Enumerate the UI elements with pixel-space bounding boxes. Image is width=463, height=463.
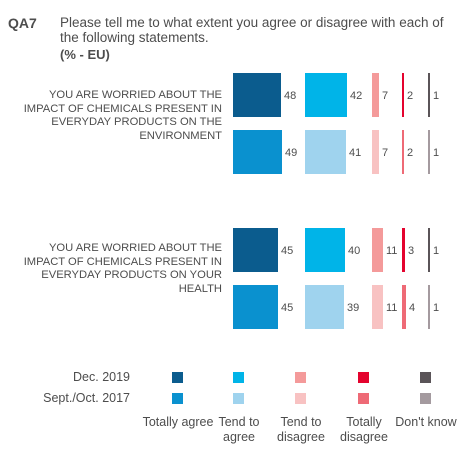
bar-environment-2019-dont-know <box>428 73 430 117</box>
value-label-environment-2017-tend-agree: 41 <box>349 147 361 159</box>
bar-health-2017-dont-know <box>428 285 430 329</box>
bar-environment-2017-totally-agree <box>233 130 282 174</box>
statement-label-environment: YOU ARE WORRIED ABOUT THE IMPACT OF CHEM… <box>23 89 222 142</box>
question-code: QA7 <box>8 15 37 31</box>
value-label-environment-2019-totally-disagree: 2 <box>407 90 413 102</box>
bar-health-2017-tend-disagree <box>372 285 383 329</box>
legend-label-tend-agree: Tend to agree <box>218 415 260 444</box>
bar-environment-2017-dont-know <box>428 130 430 174</box>
value-label-environment-2019-dont-know: 1 <box>433 90 439 102</box>
value-label-health-2017-totally-disagree: 4 <box>409 302 415 314</box>
statement-label-health: YOU ARE WORRIED ABOUT THE IMPACT OF CHEM… <box>23 242 222 295</box>
legend-swatch-tend-agree-2019 <box>233 372 244 383</box>
legend-swatch-totally-disagree-2019 <box>358 372 369 383</box>
question-text: Please tell me to what extent you agree … <box>60 15 444 45</box>
value-label-health-2019-totally-disagree: 3 <box>408 245 414 257</box>
legend-label-dont-know: Don't know <box>395 415 457 429</box>
legend-label-totally-agree: Totally agree <box>142 415 214 429</box>
legend-period-dec-2019: Dec. 2019 <box>73 370 130 384</box>
legend-label-totally-disagree: Totally disagree <box>340 415 388 444</box>
legend-swatch-tend-disagree-2019 <box>295 372 306 383</box>
value-label-health-2017-totally-agree: 45 <box>281 302 293 314</box>
question-subtitle: (% - EU) <box>60 47 110 62</box>
value-label-environment-2017-dont-know: 1 <box>433 147 439 159</box>
bar-health-2019-tend-agree <box>305 228 345 272</box>
legend-swatch-dont-know-2017 <box>420 393 431 404</box>
value-label-health-2019-dont-know: 1 <box>433 245 439 257</box>
bar-health-2019-totally-disagree <box>402 228 405 272</box>
bar-health-2019-dont-know <box>428 228 430 272</box>
value-label-health-2017-tend-disagree: 11 <box>386 302 397 314</box>
bar-environment-2019-totally-agree <box>233 73 281 117</box>
legend-swatch-totally-disagree-2017 <box>358 393 369 404</box>
legend-swatch-tend-agree-2017 <box>233 393 244 404</box>
legend-swatch-tend-disagree-2017 <box>295 393 306 404</box>
value-label-health-2019-tend-disagree: 11 <box>386 245 397 257</box>
bar-environment-2017-tend-disagree <box>372 130 379 174</box>
legend-swatch-totally-agree-2017 <box>172 393 183 404</box>
legend-label-tend-disagree: Tend to disagree <box>277 415 325 444</box>
bar-health-2017-totally-disagree <box>402 285 406 329</box>
bar-environment-2017-tend-agree <box>305 130 346 174</box>
legend-swatch-dont-know-2019 <box>420 372 431 383</box>
bar-health-2017-tend-agree <box>305 285 344 329</box>
value-label-health-2019-tend-agree: 40 <box>348 245 360 257</box>
value-label-environment-2019-tend-agree: 42 <box>350 90 362 102</box>
value-label-environment-2017-totally-agree: 49 <box>285 147 297 159</box>
legend-swatch-totally-agree-2019 <box>172 372 183 383</box>
bar-environment-2019-tend-disagree <box>372 73 379 117</box>
value-label-health-2019-totally-agree: 45 <box>281 245 293 257</box>
bar-health-2019-totally-agree <box>233 228 278 272</box>
value-label-health-2017-tend-agree: 39 <box>347 302 359 314</box>
bar-health-2017-totally-agree <box>233 285 278 329</box>
bar-environment-2017-totally-disagree <box>402 130 404 174</box>
value-label-environment-2019-tend-disagree: 7 <box>382 90 388 102</box>
value-label-environment-2017-tend-disagree: 7 <box>382 147 388 159</box>
bar-environment-2019-totally-disagree <box>402 73 404 117</box>
bar-environment-2019-tend-agree <box>305 73 347 117</box>
legend-period-sept-2017: Sept./Oct. 2017 <box>43 391 130 405</box>
value-label-environment-2019-totally-agree: 48 <box>284 90 296 102</box>
bar-health-2019-tend-disagree <box>372 228 383 272</box>
value-label-environment-2017-totally-disagree: 2 <box>407 147 413 159</box>
value-label-health-2017-dont-know: 1 <box>433 302 439 314</box>
